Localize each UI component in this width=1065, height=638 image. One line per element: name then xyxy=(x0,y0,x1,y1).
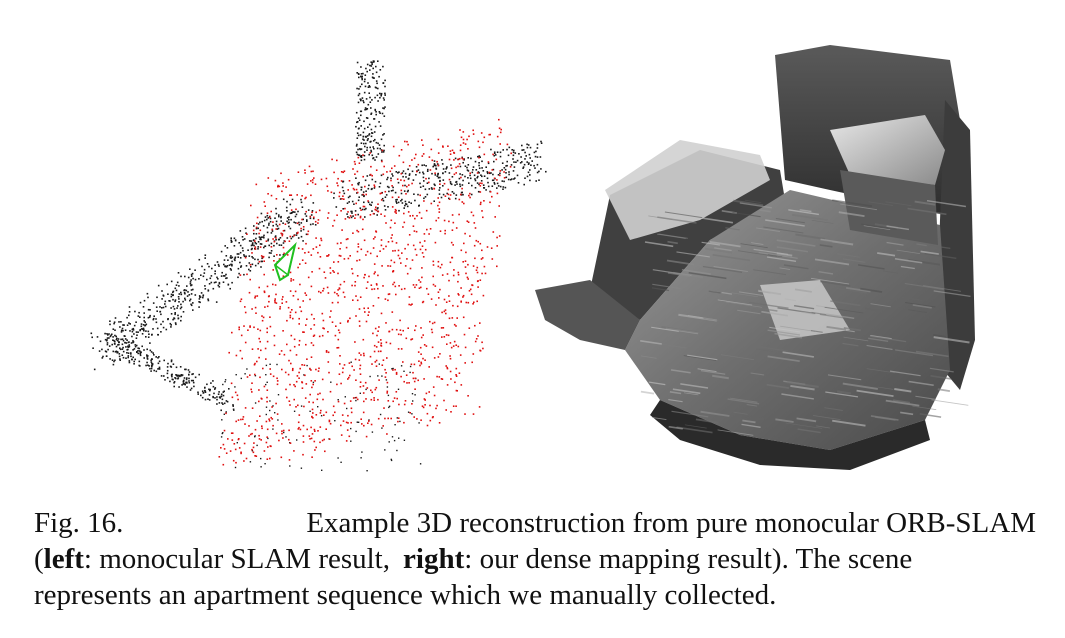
sparse-point-cloud-image xyxy=(90,60,547,472)
red-map-points xyxy=(218,118,512,466)
caption-right-word: right xyxy=(403,543,465,575)
mesh-left-edge xyxy=(535,280,640,350)
caption-paren: ( xyxy=(34,543,44,575)
camera-frustum-edge xyxy=(274,244,296,277)
caption-left-word: left xyxy=(43,543,84,575)
caption-line-2: (left: monocular SLAM result, right: our … xyxy=(34,541,1036,577)
figure xyxy=(90,45,975,472)
mesh-front-edge xyxy=(650,400,930,470)
mesh-desk xyxy=(840,170,938,245)
caption-line-2-text: (left: monocular SLAM result, right: our … xyxy=(34,541,912,577)
dense-mesh-image xyxy=(535,45,975,470)
black-map-points xyxy=(90,60,547,472)
mesh-texture xyxy=(640,199,971,436)
caption-line-1: Fig. 16. Example 3D reconstruction from … xyxy=(34,505,1036,541)
caption-text-3: represents an apartment sequence which w… xyxy=(34,579,777,611)
caption-text-1: Example 3D reconstruction from pure mono… xyxy=(306,507,1036,539)
mesh-rug xyxy=(760,280,850,340)
mesh-left-counter xyxy=(605,140,770,240)
caption-line-3: represents an apartment sequence which w… xyxy=(34,577,1036,613)
caption-left-desc: : monocular SLAM result, xyxy=(83,543,390,575)
mesh-bed xyxy=(830,115,945,185)
figure-caption: Fig. 16. Example 3D reconstruction from … xyxy=(34,505,1036,613)
caption-right-desc: : our dense mapping result). The scene xyxy=(464,543,913,575)
caption-label: Fig. 16. xyxy=(34,507,124,539)
camera-frustum-icon xyxy=(273,241,297,282)
